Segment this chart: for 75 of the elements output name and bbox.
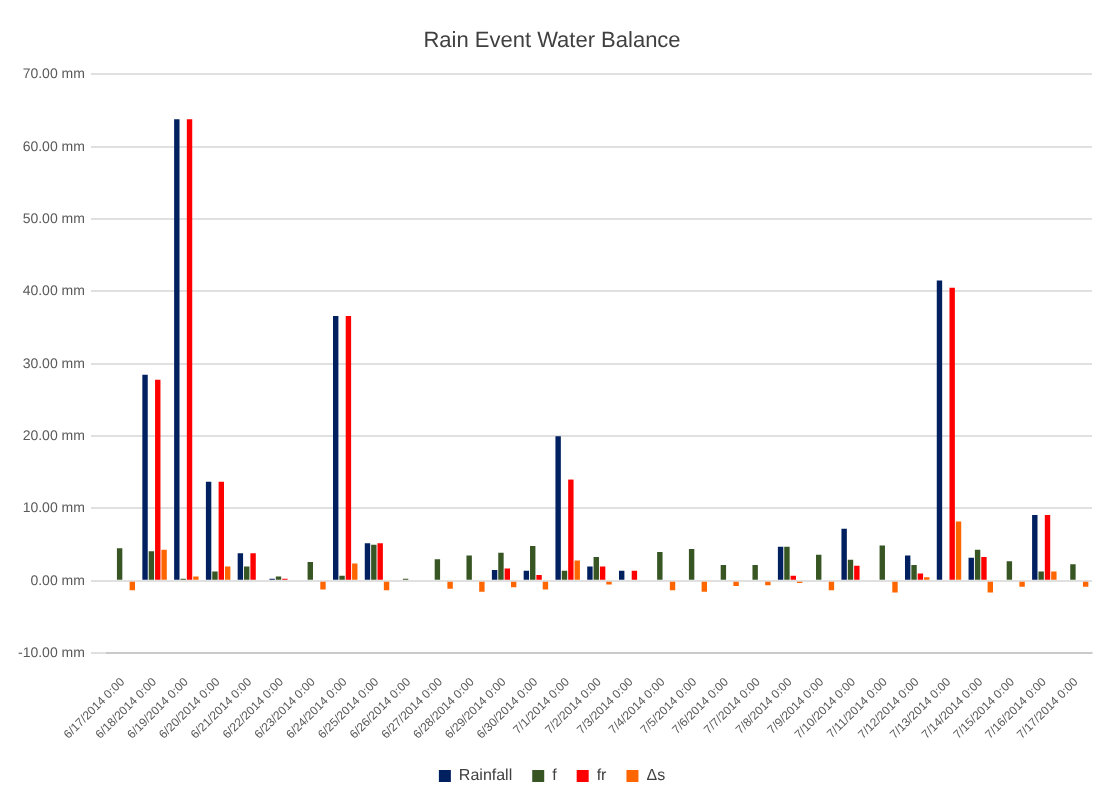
bar bbox=[1032, 515, 1038, 580]
bar bbox=[777, 546, 784, 580]
bar bbox=[752, 564, 758, 580]
bar bbox=[218, 481, 225, 580]
bar bbox=[186, 119, 193, 580]
bar bbox=[542, 581, 549, 590]
bar bbox=[701, 581, 708, 592]
bar bbox=[631, 570, 638, 580]
bar bbox=[491, 570, 498, 580]
bar bbox=[174, 119, 180, 580]
bar bbox=[854, 565, 860, 580]
bar bbox=[1070, 564, 1076, 580]
bar bbox=[345, 316, 352, 580]
chart-title: Rain Event Water Balance bbox=[423, 29, 681, 54]
bar bbox=[949, 287, 955, 580]
legend-label: fr bbox=[596, 766, 608, 785]
bar bbox=[892, 581, 898, 593]
bar bbox=[568, 479, 574, 580]
bar bbox=[504, 568, 510, 580]
bar bbox=[816, 554, 822, 580]
legend-label: Rainfall bbox=[458, 766, 513, 785]
bar bbox=[879, 545, 885, 580]
bar bbox=[1051, 571, 1057, 580]
bar bbox=[352, 563, 358, 580]
bar bbox=[237, 553, 244, 580]
bar bbox=[205, 481, 212, 580]
bar bbox=[466, 555, 472, 580]
bar bbox=[333, 316, 339, 580]
bar bbox=[364, 543, 371, 580]
bar bbox=[593, 556, 599, 580]
bar bbox=[555, 436, 561, 580]
bar bbox=[981, 556, 987, 580]
bar bbox=[434, 559, 441, 580]
bar bbox=[530, 546, 536, 580]
bar bbox=[155, 379, 161, 580]
bar bbox=[587, 566, 593, 580]
bar bbox=[377, 543, 383, 580]
bar bbox=[599, 566, 606, 580]
legend-label: Δs bbox=[646, 766, 666, 785]
bar bbox=[720, 564, 727, 580]
bar bbox=[688, 549, 695, 580]
bar bbox=[498, 552, 504, 580]
bar bbox=[847, 559, 854, 580]
bar bbox=[244, 566, 250, 580]
bar bbox=[841, 528, 847, 580]
bar bbox=[371, 544, 377, 580]
bar bbox=[1006, 561, 1013, 580]
bar bbox=[911, 564, 917, 580]
bar bbox=[619, 570, 625, 580]
bar bbox=[161, 549, 167, 580]
bar bbox=[479, 581, 485, 592]
legend-label: f bbox=[552, 766, 559, 785]
bar bbox=[523, 570, 530, 580]
bar bbox=[320, 581, 326, 590]
bar bbox=[142, 374, 148, 580]
bar bbox=[250, 553, 256, 580]
bar bbox=[657, 551, 663, 580]
bar bbox=[116, 548, 123, 580]
bar bbox=[904, 555, 911, 580]
bar bbox=[1044, 515, 1051, 580]
bar bbox=[974, 549, 981, 580]
bar bbox=[955, 521, 962, 580]
bar bbox=[1082, 581, 1089, 587]
bar bbox=[784, 546, 790, 580]
bar bbox=[968, 557, 974, 580]
bar bbox=[224, 566, 231, 580]
bar bbox=[936, 280, 943, 580]
bar bbox=[1038, 571, 1044, 580]
bar bbox=[148, 551, 155, 580]
bar bbox=[212, 571, 218, 580]
bar bbox=[307, 562, 313, 580]
bar bbox=[574, 560, 580, 580]
bar bbox=[447, 581, 453, 589]
bar bbox=[561, 570, 568, 580]
bar bbox=[1019, 581, 1025, 587]
